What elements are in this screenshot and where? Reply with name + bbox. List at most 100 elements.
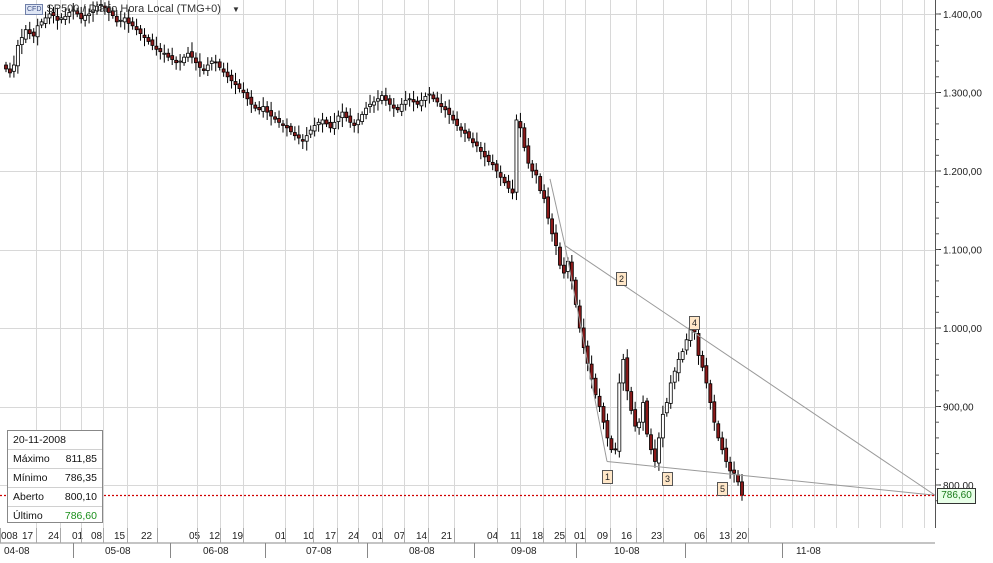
chart-title-bar[interactable]: CFD SP500 / Diario Hora Local (TMG+0) ▼	[25, 3, 240, 15]
chart-title: SP500 / Diario Hora Local (TMG+0)	[46, 3, 221, 15]
candle-body	[427, 93, 432, 96]
candle-body	[106, 7, 111, 13]
candle-body	[720, 437, 725, 451]
candle-body	[372, 101, 376, 106]
candle	[609, 435, 614, 453]
x-month-label: 08-08	[409, 546, 435, 557]
candle	[110, 7, 115, 19]
candle-body	[601, 406, 606, 423]
candle	[249, 90, 254, 113]
candle-body	[569, 261, 574, 282]
x-day-label: 01	[72, 531, 84, 542]
candle	[261, 97, 266, 118]
candle	[257, 101, 262, 115]
candle-body	[660, 413, 665, 439]
price-axis[interactable]: 1.400,00 1.300,00 1.200,00 1.100,00 1.000,00…	[936, 0, 993, 528]
candle-body	[376, 98, 380, 102]
wave-label-4: 4	[689, 316, 700, 330]
candle	[447, 99, 452, 124]
candle	[356, 112, 361, 134]
candle-body	[174, 59, 179, 64]
candle-body	[162, 52, 167, 55]
candle-body	[320, 119, 325, 125]
candle	[660, 405, 665, 448]
candle	[490, 154, 495, 171]
candle-body	[641, 402, 645, 423]
candle	[625, 349, 630, 401]
price-axis-svg: 1.400,00 1.300,00 1.200,00 1.100,00 1.000,00…	[936, 10, 982, 502]
candle	[134, 18, 139, 36]
candle-body	[91, 9, 95, 13]
candle	[680, 348, 685, 363]
candle-body	[332, 121, 337, 130]
candle	[538, 173, 543, 194]
candle-body	[419, 99, 424, 107]
candle-body	[399, 103, 404, 112]
x-day-label: 24	[48, 531, 60, 542]
candle-body	[138, 28, 143, 35]
candle-body	[328, 121, 333, 129]
x-day-label: 17	[22, 531, 34, 542]
candle	[383, 87, 388, 106]
x-day-label: 17	[325, 531, 337, 542]
candle	[423, 92, 428, 108]
time-axis-svg: 008 17 24 01 08 15 22 05 12 19 01 10 17 24 01 07 14 21 04 1…	[0, 528, 935, 558]
candle	[387, 94, 392, 112]
candle	[376, 90, 380, 111]
candle-body	[443, 106, 448, 111]
trend-line	[564, 245, 935, 496]
candlestick-chart[interactable]	[0, 0, 935, 528]
candle	[71, 3, 76, 20]
x-day-label: 21	[441, 531, 453, 542]
candle	[166, 48, 171, 62]
candle	[372, 96, 376, 113]
candle	[463, 123, 467, 142]
x-month-label: 10-08	[614, 546, 640, 557]
caret-down-icon[interactable]: ▼	[231, 4, 240, 14]
candle	[601, 402, 606, 430]
x-month-label: 05-08	[105, 546, 131, 557]
chart-plot-area[interactable]: CFD SP500 / Diario Hora Local (TMG+0) ▼ …	[0, 0, 936, 529]
candle-body	[451, 114, 456, 121]
candle-body	[356, 119, 361, 126]
candle	[471, 132, 475, 148]
candle-body	[300, 139, 305, 142]
candle-body	[403, 99, 408, 105]
candle-body	[471, 138, 475, 144]
candle	[732, 461, 736, 483]
candle-body	[364, 107, 368, 115]
candle-body	[696, 333, 701, 356]
candle	[498, 165, 503, 186]
candle-body	[510, 188, 515, 194]
info-value: 786,35	[64, 472, 97, 484]
candle-body	[126, 17, 131, 24]
candle-body	[261, 106, 266, 112]
candle	[170, 47, 175, 66]
candle-body	[728, 461, 733, 472]
candle	[126, 9, 131, 33]
time-axis[interactable]: 008 17 24 01 08 15 22 05 12 19 01 10 17 24 01 07 14 21 04 1…	[0, 528, 993, 558]
x-day-label: 20	[736, 531, 748, 542]
candle-body	[554, 232, 558, 246]
y-tick-label: 1.200,00	[943, 167, 982, 178]
candle	[106, 0, 111, 22]
candle-body	[629, 391, 634, 411]
candle-body	[490, 161, 495, 166]
candle	[146, 34, 151, 45]
x-day-label: 16	[621, 531, 633, 542]
x-day-label: 14	[416, 531, 428, 542]
cfd-badge: CFD	[25, 3, 44, 15]
candle-body	[550, 218, 554, 235]
candle-body	[336, 115, 341, 122]
candle-body	[625, 357, 630, 392]
candle	[716, 420, 721, 442]
candle	[340, 103, 345, 128]
wave-label-1: 1	[602, 470, 613, 484]
candle-body	[506, 180, 511, 189]
candle-body	[415, 100, 420, 105]
candle-body	[463, 129, 467, 134]
candle-body	[609, 438, 614, 451]
candle	[558, 242, 562, 270]
candle-body	[680, 351, 685, 360]
candle-body	[142, 34, 147, 38]
